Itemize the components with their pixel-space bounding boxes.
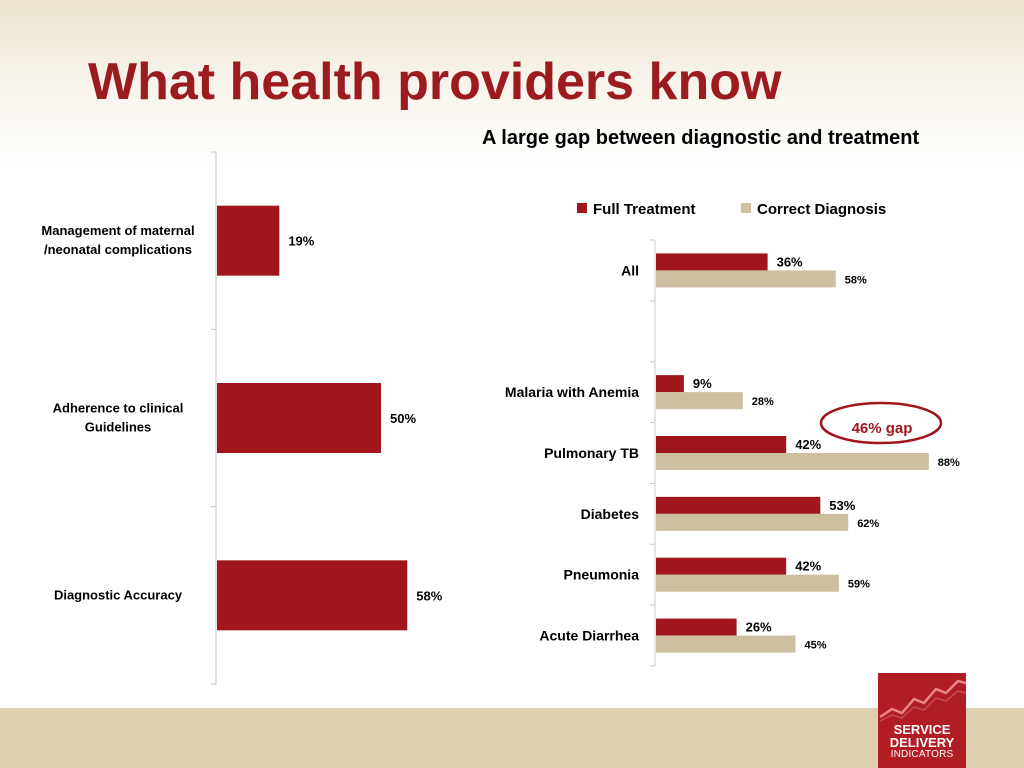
legend-label-full-treatment: Full Treatment — [593, 201, 696, 218]
full-treatment-label: 26% — [746, 620, 772, 635]
full-treatment-label: 36% — [777, 254, 803, 269]
service-delivery-indicators-logo: SERVICE DELIVERY INDICATORS — [878, 673, 966, 768]
right-category-label: Pneumonia — [564, 567, 640, 583]
full-treatment-label: 42% — [795, 559, 821, 574]
correct-diagnosis-bar — [656, 635, 796, 653]
left-bar — [217, 205, 280, 276]
full-treatment-label: 53% — [829, 498, 855, 513]
left-bar-label: 50% — [390, 411, 416, 426]
correct-diagnosis-label: 62% — [857, 518, 879, 530]
full-treatment-label: 42% — [795, 437, 821, 452]
full-treatment-bar — [656, 436, 787, 453]
trend-line-icon — [879, 679, 966, 722]
footer-band — [0, 708, 1024, 768]
correct-diagnosis-bar — [656, 270, 836, 288]
left-bar — [217, 383, 381, 453]
correct-diagnosis-label: 45% — [805, 640, 827, 652]
full-treatment-bar — [656, 375, 684, 393]
left-category-label: Management of maternal — [41, 223, 194, 238]
legend-swatch-correct-diagnosis — [741, 203, 751, 213]
correct-diagnosis-bar — [656, 453, 929, 470]
left-bar-label: 19% — [288, 234, 314, 249]
correct-diagnosis-bar — [656, 392, 743, 410]
correct-diagnosis-label: 58% — [845, 274, 867, 286]
right-category-label: Pulmonary TB — [544, 445, 639, 461]
legend-label-correct-diagnosis: Correct Diagnosis — [757, 201, 886, 218]
slide-title: What health providers know — [88, 53, 782, 111]
left-bar-label: 58% — [416, 588, 442, 603]
full-treatment-label: 9% — [693, 376, 712, 391]
right-category-label: Acute Diarrhea — [539, 628, 639, 644]
left-category-label: /neonatal complications — [44, 242, 192, 257]
right-category-label: Malaria with Anemia — [505, 384, 639, 400]
left-bar — [217, 560, 408, 631]
full-treatment-bar — [656, 253, 768, 271]
chart-subtitle: A large gap between diagnostic and treat… — [482, 127, 920, 149]
full-treatment-bar — [656, 618, 737, 636]
logo-text-service: SERVICE — [893, 722, 951, 737]
full-treatment-bar — [656, 496, 821, 514]
right-category-label: Diabetes — [581, 506, 640, 522]
right-category-label: All — [621, 262, 639, 278]
gap-annotation-ellipse — [819, 401, 943, 445]
logo-text-indicators: INDICATORS — [890, 749, 954, 760]
correct-diagnosis-label: 28% — [752, 396, 774, 408]
full-treatment-bar — [656, 557, 787, 575]
correct-diagnosis-bar — [656, 574, 839, 592]
correct-diagnosis-bar — [656, 513, 849, 531]
correct-diagnosis-label: 59% — [848, 579, 870, 591]
legend-swatch-full-treatment — [577, 203, 587, 213]
gap-annotation-text: 46% gap — [852, 420, 913, 437]
correct-diagnosis-label: 88% — [938, 457, 960, 469]
logo-text-delivery: DELIVERY — [889, 735, 955, 750]
left-category-label: Diagnostic Accuracy — [54, 587, 183, 602]
left-category-label: Guidelines — [85, 420, 151, 435]
left-category-label: Adherence to clinical — [53, 401, 184, 416]
